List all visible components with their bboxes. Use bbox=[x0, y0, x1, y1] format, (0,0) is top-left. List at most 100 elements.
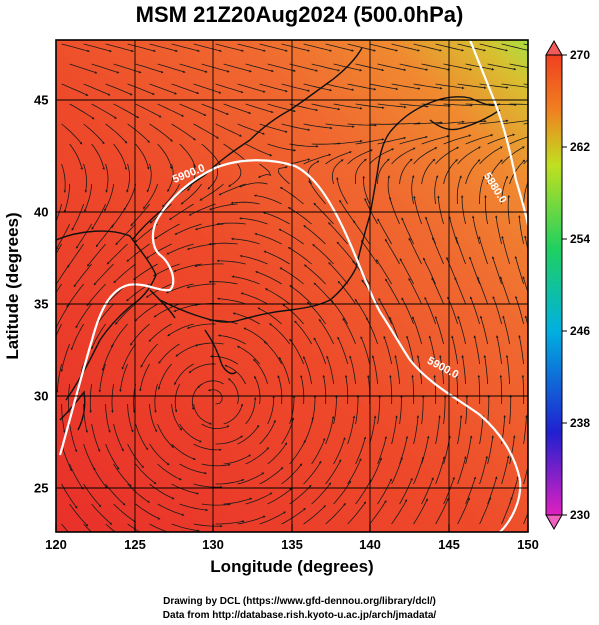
streamline bbox=[91, 423, 101, 452]
colorbar-tick-label: 246 bbox=[570, 324, 591, 338]
streamline bbox=[95, 223, 114, 248]
streamline bbox=[126, 163, 130, 193]
streamline bbox=[223, 497, 253, 505]
streamline bbox=[443, 63, 473, 71]
streamline bbox=[253, 194, 282, 205]
colorbar-tick-label: 262 bbox=[570, 140, 591, 154]
streamline bbox=[465, 476, 477, 505]
streamline bbox=[157, 423, 174, 449]
streamline bbox=[110, 323, 128, 349]
streamline bbox=[408, 277, 422, 305]
streamline bbox=[157, 63, 186, 73]
streamline bbox=[179, 503, 209, 512]
streamline bbox=[277, 375, 283, 405]
streamline bbox=[69, 463, 84, 490]
streamline bbox=[287, 207, 312, 225]
wind-streamlines bbox=[56, 43, 532, 532]
streamline bbox=[461, 354, 466, 385]
streamline bbox=[245, 447, 270, 465]
streamline bbox=[281, 507, 306, 525]
streamline bbox=[469, 296, 480, 325]
streamline bbox=[303, 356, 312, 385]
streamline bbox=[149, 443, 170, 466]
streamline bbox=[193, 523, 223, 528]
streamline bbox=[56, 203, 62, 223]
streamline bbox=[237, 515, 266, 525]
streamline bbox=[421, 477, 434, 505]
streamline bbox=[216, 259, 246, 265]
streamline bbox=[487, 159, 503, 185]
streamline bbox=[179, 63, 208, 73]
streamline bbox=[215, 435, 244, 445]
streamline bbox=[457, 146, 481, 165]
streamline bbox=[243, 327, 268, 345]
streamline bbox=[193, 43, 222, 52]
streamline bbox=[263, 250, 290, 265]
streamline bbox=[267, 488, 293, 505]
streamline bbox=[167, 323, 194, 337]
streamline bbox=[287, 247, 312, 265]
streamline bbox=[401, 297, 414, 325]
x-tick-label: 125 bbox=[124, 537, 146, 552]
streamline bbox=[149, 483, 175, 500]
streamline bbox=[186, 283, 216, 289]
streamline bbox=[63, 183, 70, 213]
streamline bbox=[303, 505, 326, 525]
streamline bbox=[311, 63, 341, 72]
streamline bbox=[165, 283, 194, 294]
streamline bbox=[487, 63, 517, 71]
streamline bbox=[149, 123, 173, 142]
streamline bbox=[347, 501, 367, 525]
streamline bbox=[355, 436, 367, 465]
streamline bbox=[171, 403, 183, 431]
streamline bbox=[457, 497, 470, 525]
streamline bbox=[105, 123, 128, 144]
streamline bbox=[524, 235, 528, 252]
streamline bbox=[447, 296, 458, 325]
streamline bbox=[208, 280, 238, 285]
streamline bbox=[257, 307, 282, 325]
x-tick-label: 150 bbox=[517, 537, 539, 552]
geopotential-contours bbox=[58, 40, 528, 532]
streamline bbox=[208, 242, 238, 246]
streamline bbox=[153, 303, 180, 318]
streamline bbox=[439, 354, 444, 385]
streamline bbox=[223, 63, 252, 73]
streamline bbox=[421, 158, 436, 185]
streamline bbox=[331, 159, 344, 185]
streamline bbox=[384, 238, 400, 265]
streamline bbox=[456, 175, 462, 205]
streamline bbox=[70, 323, 84, 351]
streamline bbox=[167, 163, 174, 193]
streamline bbox=[337, 280, 356, 305]
streamline bbox=[289, 338, 304, 365]
streamline bbox=[149, 83, 177, 95]
streamline bbox=[457, 455, 467, 485]
streamline bbox=[443, 394, 447, 425]
streamline bbox=[113, 463, 132, 487]
streamline bbox=[289, 285, 312, 305]
streamline bbox=[413, 43, 443, 52]
streamline bbox=[61, 123, 83, 145]
y-tick-label: 25 bbox=[34, 480, 49, 496]
streamline bbox=[325, 43, 355, 52]
streamline bbox=[531, 196, 532, 224]
streamline bbox=[399, 394, 403, 425]
streamline bbox=[245, 143, 273, 157]
streamline bbox=[56, 323, 62, 338]
streamline bbox=[259, 43, 288, 52]
streamline bbox=[253, 358, 268, 385]
y-tick-label: 45 bbox=[34, 92, 49, 108]
streamline bbox=[443, 158, 458, 185]
streamline bbox=[347, 83, 377, 91]
streamline bbox=[509, 63, 528, 68]
streamline bbox=[119, 363, 128, 393]
streamline bbox=[479, 146, 503, 165]
streamline bbox=[91, 463, 108, 489]
streamline bbox=[326, 355, 334, 385]
streamline bbox=[194, 263, 224, 268]
streamline bbox=[509, 103, 528, 105]
streamline bbox=[518, 335, 524, 365]
colorbar-tick-label: 270 bbox=[570, 48, 591, 62]
streamline bbox=[433, 374, 437, 405]
